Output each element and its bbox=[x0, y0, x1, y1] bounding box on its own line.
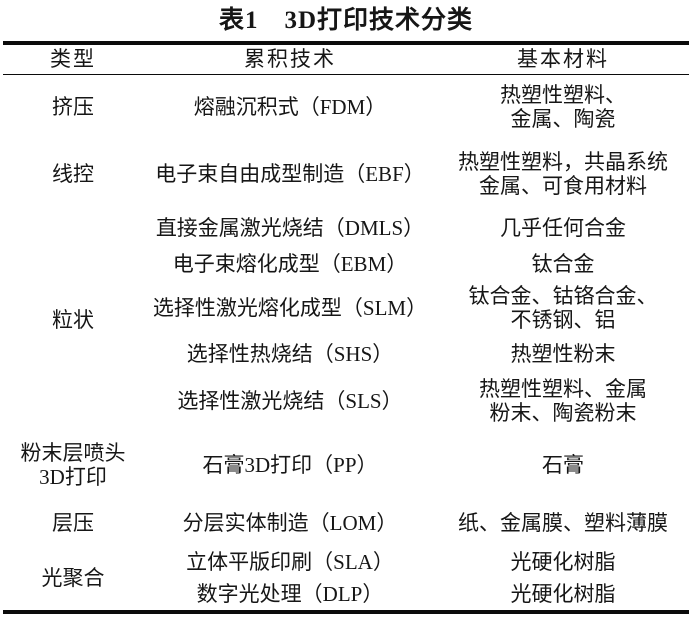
type-line: 层压 bbox=[52, 510, 94, 535]
table-row: 数字光处理（DLP） 光硬化树脂 bbox=[3, 578, 689, 612]
type-cell: 粒状 bbox=[3, 209, 143, 430]
tech-line: 石膏3D打印（PP） bbox=[202, 453, 378, 477]
material-cell: 光硬化树脂 bbox=[437, 578, 689, 612]
material-line: 热塑性塑料、 bbox=[500, 82, 626, 107]
type-cell: 线控 bbox=[3, 139, 143, 209]
table-row: 线控 电子束自由成型制造（EBF） 热塑性塑料，共晶系统 金属、可食用材料 bbox=[3, 139, 689, 209]
type-cell: 层压 bbox=[3, 500, 143, 545]
tech-cell: 数字光处理（DLP） bbox=[143, 578, 437, 612]
type-line: 光聚合 bbox=[41, 565, 105, 590]
table-row: 粒状 直接金属激光烧结（DMLS） 几乎任何合金 bbox=[3, 209, 689, 332]
material-cell: 钛合金、钴铬合金、 不锈钢、铝 bbox=[437, 280, 689, 336]
table-title: 表1 3D打印技术分类 bbox=[218, 7, 474, 34]
material-line: 金属、可食用材料 bbox=[479, 174, 647, 198]
material-line: 几乎任何合金 bbox=[500, 216, 626, 240]
material-line: 金属、陶瓷 bbox=[510, 106, 616, 131]
material-line: 热塑性粉末 bbox=[510, 342, 616, 366]
material-cell: 光硬化树脂 bbox=[437, 545, 689, 578]
type-cell: 光聚合 bbox=[3, 545, 143, 612]
material-cell: 热塑性粉末 bbox=[437, 336, 689, 372]
material-cell: 热塑性塑料、 金属、陶瓷 bbox=[437, 74, 689, 139]
material-line: 粉末、陶瓷粉末 bbox=[489, 401, 637, 425]
tech-line: 选择性激光烧结（SLS） bbox=[177, 389, 403, 413]
type-line: 粉末层喷头 bbox=[20, 441, 126, 465]
material-line: 钛合金 bbox=[531, 251, 595, 276]
tech-line: 电子束自由成型制造（EBF） bbox=[155, 162, 425, 186]
table-row: 光聚合 立体平版印刷（SLA） 光硬化树脂 bbox=[3, 545, 689, 590]
type-line: 3D打印 bbox=[39, 465, 107, 489]
header-row: 类型 累积技术 基本材料 bbox=[3, 43, 689, 74]
classification-table: 类型 累积技术 基本材料 挤压 熔融沉积式（FDM） 热塑性塑料、 金属、陶瓷 bbox=[3, 41, 689, 614]
material-line: 热塑性塑料、金属 bbox=[479, 377, 647, 401]
tech-cell: 选择性热烧结（SHS） bbox=[143, 336, 437, 372]
tech-cell: 立体平版印刷（SLA） bbox=[143, 545, 437, 578]
tech-line: 电子束熔化成型（EBM） bbox=[172, 251, 408, 276]
type-line: 挤压 bbox=[52, 94, 94, 119]
col-header-material: 基本材料 bbox=[517, 47, 609, 72]
material-cell: 热塑性塑料、金属 粉末、陶瓷粉末 bbox=[437, 372, 689, 430]
tech-cell: 分层实体制造（LOM） bbox=[143, 500, 437, 545]
tech-cell: 石膏3D打印（PP） bbox=[143, 430, 437, 500]
tech-line: 熔融沉积式（FDM） bbox=[193, 94, 387, 119]
material-cell: 钛合金 bbox=[437, 247, 689, 280]
tech-cell: 熔融沉积式（FDM） bbox=[143, 74, 437, 139]
material-line: 钛合金、钴铬合金、 bbox=[468, 284, 658, 308]
material-line: 光硬化树脂 bbox=[510, 582, 616, 606]
table-row: 选择性激光烧结（SLS） 热塑性塑料、金属 粉末、陶瓷粉末 bbox=[3, 372, 689, 430]
tech-cell: 选择性激光烧结（SLS） bbox=[143, 372, 437, 430]
tech-line: 立体平版印刷（SLA） bbox=[186, 549, 394, 574]
material-line: 光硬化树脂 bbox=[510, 549, 616, 574]
tech-line: 数字光处理（DLP） bbox=[196, 582, 384, 606]
material-line: 不锈钢、铝 bbox=[510, 308, 616, 332]
col-header-type: 类型 bbox=[50, 47, 96, 72]
material-cell: 石膏 bbox=[437, 430, 689, 500]
table-row: 电子束熔化成型（EBM） 钛合金 bbox=[3, 247, 689, 280]
tech-cell: 电子束熔化成型（EBM） bbox=[143, 247, 437, 280]
material-cell: 纸、金属膜、塑料薄膜 bbox=[437, 500, 689, 545]
tech-line: 选择性激光熔化成型（SLM） bbox=[152, 296, 428, 320]
type-line: 线控 bbox=[52, 162, 94, 186]
tech-line: 选择性热烧结（SHS） bbox=[186, 342, 394, 366]
material-cell: 热塑性塑料，共晶系统 金属、可食用材料 bbox=[437, 139, 689, 209]
tech-line: 直接金属激光烧结（DMLS） bbox=[155, 216, 425, 240]
material-line: 石膏 bbox=[542, 453, 584, 477]
material-cell: 几乎任何合金 bbox=[437, 209, 689, 247]
table-row: 选择性激光熔化成型（SLM） 钛合金、钴铬合金、 不锈钢、铝 bbox=[3, 280, 689, 336]
material-line: 热塑性塑料，共晶系统 bbox=[458, 150, 668, 174]
tech-line: 分层实体制造（LOM） bbox=[182, 510, 398, 535]
type-line: 粒状 bbox=[52, 307, 94, 332]
type-cell: 粉末层喷头 3D打印 bbox=[3, 430, 143, 500]
table-row: 粉末层喷头 3D打印 石膏3D打印（PP） 石膏 bbox=[3, 430, 689, 500]
tech-cell: 直接金属激光烧结（DMLS） bbox=[143, 209, 437, 247]
material-line: 纸、金属膜、塑料薄膜 bbox=[458, 510, 668, 535]
table-row: 层压 分层实体制造（LOM） 纸、金属膜、塑料薄膜 bbox=[3, 500, 689, 545]
table-row: 挤压 熔融沉积式（FDM） 热塑性塑料、 金属、陶瓷 bbox=[3, 74, 689, 139]
tech-cell: 电子束自由成型制造（EBF） bbox=[143, 139, 437, 209]
type-cell: 挤压 bbox=[3, 74, 143, 139]
tech-cell: 选择性激光熔化成型（SLM） bbox=[143, 280, 437, 336]
col-header-technology: 累积技术 bbox=[244, 47, 336, 72]
table-row: 选择性热烧结（SHS） 热塑性粉末 bbox=[3, 336, 689, 372]
